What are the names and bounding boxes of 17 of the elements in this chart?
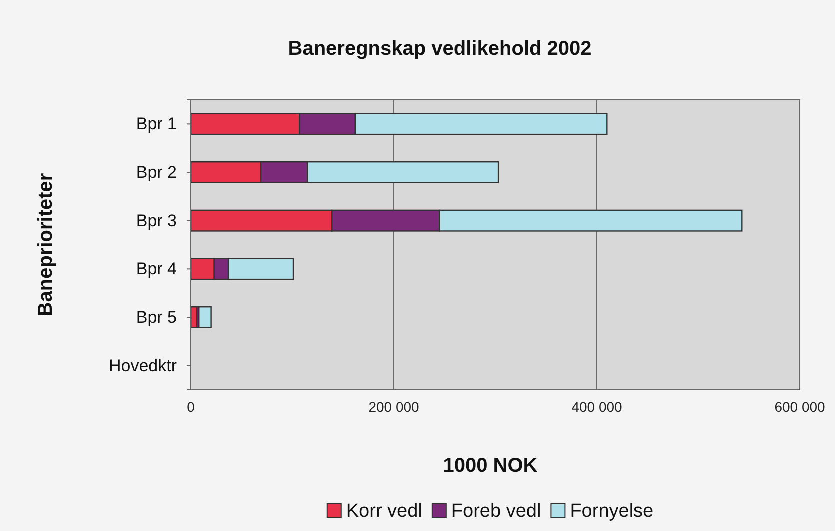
y-tick-label: Bpr 4 [136, 260, 177, 279]
legend-label: Korr vedl [346, 501, 422, 522]
y-axis-title: Baneprioriteter [35, 173, 57, 317]
x-tick-label: 0 [187, 398, 196, 415]
y-tick-label: Hovedktr [108, 356, 178, 376]
chart-title: Baneregnskap vedlikehold 2002 [288, 38, 592, 60]
x-tick-label: 200 000 [368, 398, 420, 415]
y-tick-label: Bpr 3 [136, 211, 177, 230]
legend-label: Fornyelse [570, 501, 654, 522]
legend-label: Foreb vedl [451, 501, 542, 522]
y-tick-label: Bpr 1 [136, 114, 177, 134]
y-tick-label: Bpr 2 [136, 162, 177, 182]
x-tick-label: 400 000 [572, 398, 623, 415]
x-axis-title: 1000 NOK [443, 455, 538, 477]
y-tick-label: Bpr 5 [136, 308, 177, 327]
bar [198, 306, 212, 328]
x-tick-label: 600 000 [774, 398, 826, 415]
